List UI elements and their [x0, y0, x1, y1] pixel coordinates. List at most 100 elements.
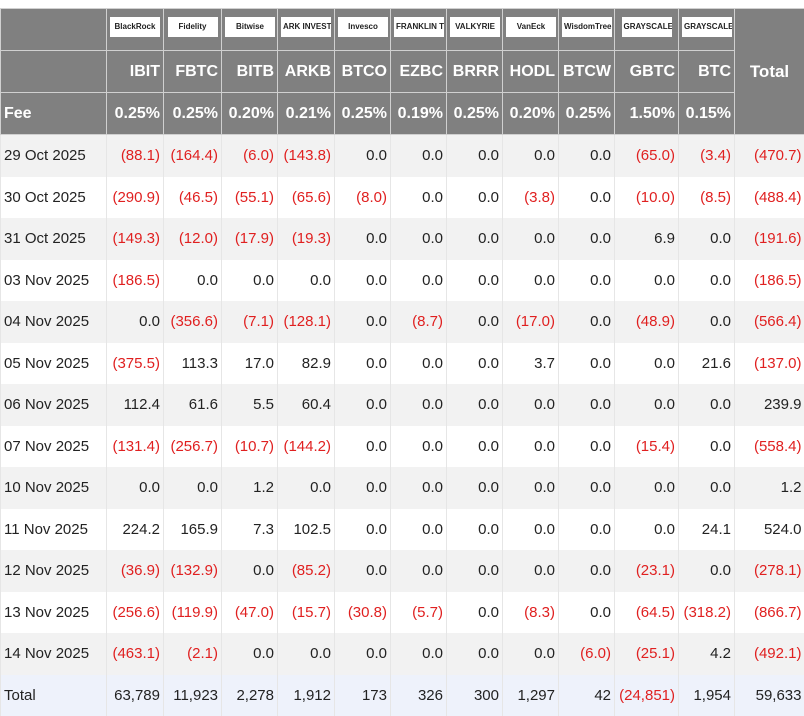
flow-cell: 0.0	[390, 633, 447, 675]
flow-cell: 0.0	[390, 342, 447, 384]
flow-cell: 0.0	[390, 508, 447, 550]
date-cell: 04 Nov 2025	[0, 301, 107, 343]
issuer-logo: FRANKLIN TEMPLETON	[394, 17, 444, 37]
date-cell: 29 Oct 2025	[0, 134, 107, 177]
flow-cell: (88.1)	[106, 134, 164, 177]
flow-cell: 0.0	[558, 591, 615, 633]
flow-cell: (15.7)	[277, 591, 335, 633]
fee-value: 1.50%	[614, 92, 679, 135]
flow-cell: 0.0	[678, 425, 735, 467]
flow-cell: (23.1)	[614, 550, 679, 592]
flow-cell: 0.0	[502, 259, 559, 301]
flow-cell: (137.0)	[734, 342, 804, 384]
flow-cell: (8.0)	[334, 176, 391, 218]
flow-cell: 0.0	[334, 301, 391, 343]
flow-cell: (6.0)	[221, 134, 278, 177]
table-row: 30 Oct 2025 (290.9) (46.5) (55.1) (65.6) (8.0…	[0, 176, 804, 218]
date-cell: 07 Nov 2025	[0, 425, 107, 467]
flow-cell: (8.7)	[390, 301, 447, 343]
flow-cell: 113.3	[163, 342, 222, 384]
flow-cell: 0.0	[446, 384, 503, 426]
flow-cell: (25.1)	[614, 633, 679, 675]
flow-cell: 0.0	[502, 134, 559, 177]
flow-cell: 0.0	[446, 591, 503, 633]
fee-value: 0.20%	[502, 92, 559, 135]
flow-cell: 0.0	[390, 425, 447, 467]
flow-cell: (128.1)	[277, 301, 335, 343]
ticker-header: BITB	[221, 50, 278, 93]
flow-cell: 0.0	[446, 508, 503, 550]
ticker-header: BRRR	[446, 50, 503, 93]
issuer-logo: Invesco	[338, 17, 388, 37]
flow-cell: 0.0	[334, 508, 391, 550]
flow-cell: 0.0	[558, 218, 615, 260]
total-cell: 42	[558, 674, 615, 716]
flow-cell: 17.0	[221, 342, 278, 384]
table-row: 03 Nov 2025 (186.5) 0.0 0.0 0.0 0.0 0.0 0.0 0.0 0…	[0, 259, 804, 301]
flow-cell: 5.5	[221, 384, 278, 426]
flow-cell: 0.0	[678, 384, 735, 426]
ticker-header: FBTC	[163, 50, 222, 93]
date-cell: 31 Oct 2025	[0, 218, 107, 260]
flow-cell: 0.0	[502, 384, 559, 426]
issuer-logo-cell: VanEck	[502, 8, 559, 51]
total-cell: 63,789	[106, 674, 164, 716]
flow-cell: (65.0)	[614, 134, 679, 177]
date-cell: 12 Nov 2025	[0, 550, 107, 592]
fee-value: 0.25%	[163, 92, 222, 135]
flow-cell: (186.5)	[106, 259, 164, 301]
issuer-logo: WisdomTree	[562, 17, 612, 37]
flow-cell: (5.7)	[390, 591, 447, 633]
flow-cell: 0.0	[334, 633, 391, 675]
flow-cell: 0.0	[502, 467, 559, 509]
flow-cell: 0.0	[334, 342, 391, 384]
flow-cell: (8.5)	[678, 176, 735, 218]
corner-cell	[0, 50, 107, 93]
fee-value: 0.19%	[390, 92, 447, 135]
flow-cell: 0.0	[614, 342, 679, 384]
flow-cell: 0.0	[163, 259, 222, 301]
flow-cell: (55.1)	[221, 176, 278, 218]
flow-cell: 0.0	[614, 467, 679, 509]
flow-cell: (492.1)	[734, 633, 804, 675]
flow-cell: (17.9)	[221, 218, 278, 260]
flow-cell: (85.2)	[277, 550, 335, 592]
issuer-logo-cell: GRAYSCALE	[678, 8, 735, 51]
total-cell: 326	[390, 674, 447, 716]
issuer-logo: VALKYRIE	[450, 17, 500, 37]
issuer-logo-cell: Fidelity	[163, 8, 222, 51]
flow-cell: 0.0	[446, 633, 503, 675]
flow-cell: 0.0	[446, 176, 503, 218]
table-row: 05 Nov 2025 (375.5) 113.3 17.0 82.9 0.0 0.0 0.0…	[0, 342, 804, 384]
flow-cell: 1.2	[734, 467, 804, 509]
total-row: Total 63,789 11,923 2,278 1,912 173 326 300 1,29…	[0, 674, 804, 716]
total-cell: 1,912	[277, 674, 335, 716]
flow-cell: 82.9	[277, 342, 335, 384]
ticker-header: BTCO	[334, 50, 391, 93]
flow-cell: 0.0	[558, 176, 615, 218]
flow-cell: 0.0	[390, 259, 447, 301]
issuer-logo: BlackRock	[110, 17, 160, 37]
flow-cell: 0.0	[106, 467, 164, 509]
ticker-header: EZBC	[390, 50, 447, 93]
flow-cell: 0.0	[334, 425, 391, 467]
flow-cell: 0.0	[277, 633, 335, 675]
flow-cell: (256.6)	[106, 591, 164, 633]
total-label: Total	[0, 674, 107, 716]
flow-cell: 0.0	[334, 550, 391, 592]
total-cell: 1,297	[502, 674, 559, 716]
flow-cell: 0.0	[446, 259, 503, 301]
flow-cell: (30.8)	[334, 591, 391, 633]
issuer-logo-cell: Invesco	[334, 8, 391, 51]
flow-cell: 0.0	[678, 467, 735, 509]
flow-cell: (558.4)	[734, 425, 804, 467]
issuer-logo: ARK INVEST	[281, 17, 331, 37]
flow-cell: 239.9	[734, 384, 804, 426]
fee-value: 0.25%	[558, 92, 615, 135]
flow-cell: (2.1)	[163, 633, 222, 675]
date-cell: 05 Nov 2025	[0, 342, 107, 384]
flow-cell: 0.0	[502, 508, 559, 550]
table-row: 12 Nov 2025 (36.9) (132.9) 0.0 (85.2) 0.0 0.0 0…	[0, 550, 804, 592]
total-cell: 173	[334, 674, 391, 716]
flow-cell: (64.5)	[614, 591, 679, 633]
